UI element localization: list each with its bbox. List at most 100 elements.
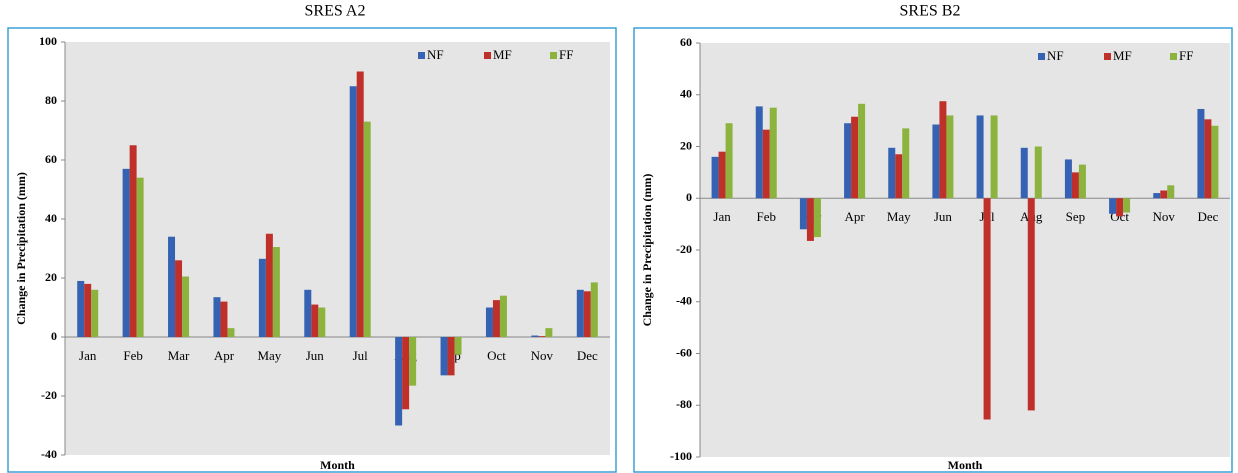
bar <box>311 304 319 337</box>
y-tick-label: -20 <box>41 388 57 402</box>
x-tick-label: Jun <box>306 348 325 363</box>
legend-label: FF <box>1179 48 1193 63</box>
bar <box>538 336 546 337</box>
bar <box>213 297 221 337</box>
bar <box>902 128 910 199</box>
legend-swatch <box>1104 53 1111 60</box>
bar <box>409 337 417 386</box>
frame <box>7 27 617 473</box>
bar <box>983 198 991 420</box>
bar <box>711 156 719 199</box>
bar <box>1020 147 1028 199</box>
y-tick-label: -80 <box>676 397 692 411</box>
chart: SRES A2 Month Change in Precipitation (mm)… <box>7 3 617 473</box>
bar <box>499 295 507 337</box>
x-tick-label: Feb <box>123 348 143 363</box>
bar <box>272 247 280 337</box>
bar <box>932 124 940 199</box>
legend-swatch <box>550 52 557 59</box>
x-tick-label: Oct <box>487 348 506 363</box>
x-tick-label: Apr <box>214 348 235 363</box>
bar <box>851 116 859 199</box>
y-tick-label: 100 <box>39 34 57 48</box>
x-tick-label: Sep <box>1066 209 1086 224</box>
bar <box>946 115 954 199</box>
bar <box>799 198 807 230</box>
legend-swatch <box>484 52 491 59</box>
x-tick-label: Nov <box>531 348 554 363</box>
bar <box>122 168 130 337</box>
bar <box>440 337 448 376</box>
y-tick-label: 40 <box>45 211 57 225</box>
y-tick-label: -40 <box>676 294 692 308</box>
y-tick-label: 20 <box>680 138 692 152</box>
bar <box>1064 159 1072 199</box>
x-tick-label: Dec <box>1197 209 1218 224</box>
chart-title: SRES A2 <box>305 3 366 20</box>
y-tick-label: 20 <box>45 270 57 284</box>
bar <box>769 107 777 199</box>
bar <box>136 177 144 337</box>
x-tick-label: Feb <box>757 209 777 224</box>
bar <box>227 328 235 337</box>
y-tick-label: -100 <box>670 449 692 463</box>
bar <box>485 307 493 337</box>
bar <box>349 86 357 337</box>
y-tick-label: 80 <box>45 93 57 107</box>
plot-area <box>65 42 610 455</box>
y-tick-label: 60 <box>680 35 692 49</box>
x-tick-label: Jul <box>353 348 369 363</box>
bar <box>129 145 137 337</box>
bar <box>718 151 726 199</box>
x-tick-label: Nov <box>1153 209 1176 224</box>
x-tick-label: Mar <box>168 348 190 363</box>
bar <box>725 123 733 199</box>
bar <box>590 282 598 337</box>
bar <box>858 103 866 199</box>
bar <box>182 276 190 337</box>
bar <box>77 280 85 337</box>
bar <box>447 337 455 376</box>
bar <box>1197 108 1205 199</box>
bar <box>1167 185 1175 199</box>
bar <box>318 307 326 337</box>
chart: SRES B2 Month Change in Precipitation (mm)… <box>633 3 1233 473</box>
bar <box>576 289 584 337</box>
y-tick-label: -40 <box>41 447 57 461</box>
bar <box>1071 172 1079 199</box>
x-tick-label: May <box>887 209 911 224</box>
bar <box>545 328 553 337</box>
bar <box>755 106 763 199</box>
bar <box>1034 146 1042 199</box>
bar <box>762 129 770 199</box>
bar <box>175 260 183 337</box>
bar <box>1078 164 1086 199</box>
bar <box>939 101 947 199</box>
bar <box>844 123 852 199</box>
bar <box>395 337 403 426</box>
bar <box>492 300 500 337</box>
y-axis-label: Change in Precipitation (mm) <box>640 174 654 327</box>
plot-area <box>700 43 1230 457</box>
bar <box>454 337 462 355</box>
bar <box>265 233 273 337</box>
bar <box>304 289 312 337</box>
bar <box>363 121 371 338</box>
legend-label: NF <box>427 47 444 62</box>
bar <box>220 301 228 337</box>
bar <box>990 115 998 199</box>
x-tick-label: May <box>257 348 281 363</box>
frame <box>633 27 1233 473</box>
y-axis-label: Change in Precipitation (mm) <box>14 172 28 325</box>
y-tick-label: 0 <box>51 329 57 343</box>
y-tick-label: 0 <box>686 190 692 204</box>
x-tick-label: Apr <box>844 209 865 224</box>
bar <box>258 258 266 337</box>
bar <box>1204 119 1212 199</box>
bar <box>402 337 410 410</box>
bar <box>356 71 364 337</box>
y-tick-label: -60 <box>676 345 692 359</box>
y-tick-label: 40 <box>680 87 692 101</box>
y-tick-label: 60 <box>45 152 57 166</box>
